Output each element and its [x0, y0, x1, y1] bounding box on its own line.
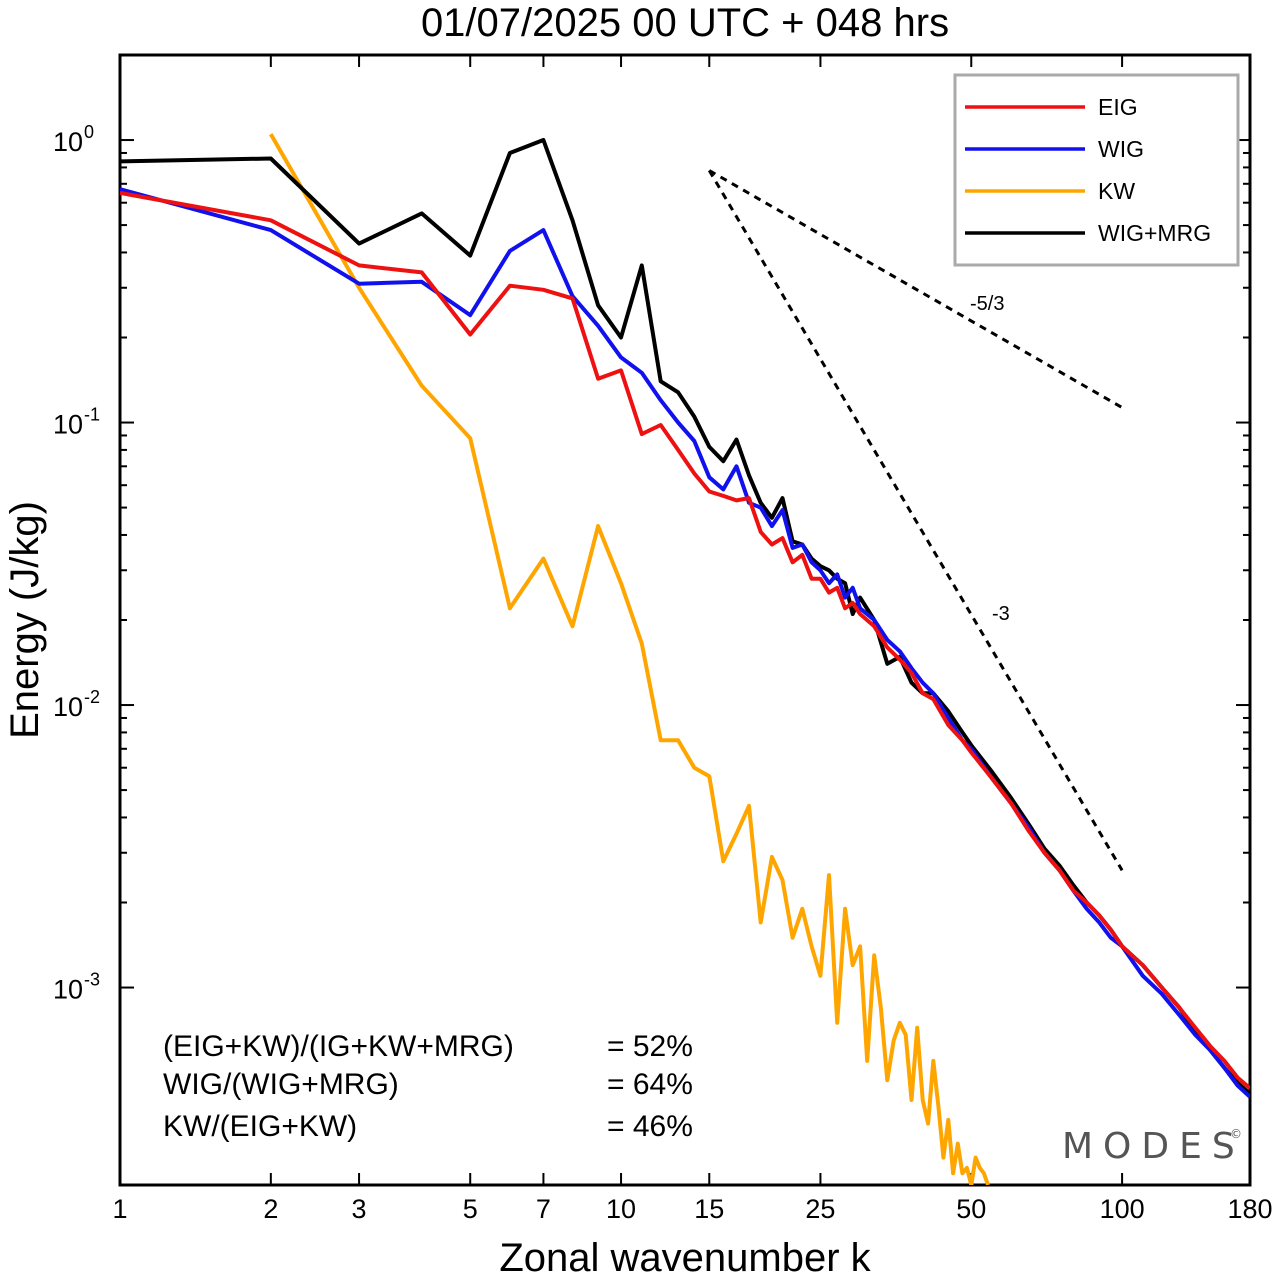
x-axis-title: Zonal wavenumber k: [499, 1236, 871, 1280]
legend-label-eig: EIG: [1098, 94, 1138, 120]
y-tick-base: 10: [53, 692, 83, 722]
copyright-mark: ©: [1230, 1127, 1242, 1141]
ratio-annotations: (EIG+KW)/(IG+KW+MRG) = 52% WIG/(WIG+MRG)…: [163, 1030, 693, 1143]
ratio-label-kw: KW/(EIG+KW): [163, 1110, 357, 1143]
y-tick-exponent: 0: [84, 122, 94, 142]
x-tick-label: 100: [1100, 1194, 1145, 1224]
y-tick-exponent: -2: [84, 687, 100, 707]
y-tick-label: 10 -1: [53, 405, 100, 440]
ratio-value-kw: = 46%: [607, 1110, 693, 1143]
series-line-eig: [120, 190, 1250, 1090]
modes-watermark: MODES: [1062, 1126, 1245, 1167]
series-line-wig: [120, 187, 1250, 1099]
legend: EIG WIG KW WIG+MRG: [953, 73, 1240, 267]
x-tick-label: 10: [606, 1194, 636, 1224]
axis-ticks: [119, 54, 1251, 1185]
y-axis-title: Energy (J/kg): [3, 501, 47, 739]
ratio-value-eig-kw: = 52%: [607, 1030, 693, 1063]
x-tick-label: 50: [956, 1194, 986, 1224]
ratio-label-eig-kw: (EIG+KW)/(IG+KW+MRG): [163, 1030, 514, 1063]
x-tick-label: 7: [536, 1194, 551, 1224]
x-tick-label: 3: [352, 1194, 367, 1224]
series-lines: [120, 133, 1250, 1185]
x-tick-label: 25: [805, 1194, 835, 1224]
legend-label-wig: WIG: [1098, 136, 1144, 162]
y-tick-exponent: -1: [84, 405, 100, 425]
y-tick-label: 10 -3: [53, 970, 100, 1005]
x-tick-label: 15: [694, 1194, 724, 1224]
x-tick-label: 2: [263, 1194, 278, 1224]
ratio-label-wig: WIG/(WIG+MRG): [163, 1068, 399, 1101]
y-tick-base: 10: [53, 975, 83, 1005]
slope-label-minus-5-3: -5/3: [970, 293, 1004, 315]
x-tick-label: 180: [1227, 1194, 1272, 1224]
y-tick-base: 10: [53, 127, 83, 157]
ratio-value-wig: = 64%: [607, 1068, 693, 1101]
x-tick-labels: 1 2 3 5 7 10 15 25 50 100 180: [112, 1194, 1272, 1224]
legend-label-kw: KW: [1098, 178, 1135, 204]
chart-title: 01/07/2025 00 UTC + 048 hrs: [421, 1, 949, 45]
y-tick-label: 10 -2: [53, 687, 100, 722]
legend-label-wig-mrg: WIG+MRG: [1098, 220, 1211, 246]
reference-slope-lines: [707, 169, 1124, 872]
x-tick-label: 1: [112, 1194, 127, 1224]
y-tick-base: 10: [53, 410, 83, 440]
x-tick-label: 5: [463, 1194, 478, 1224]
slope-line-minus-5-3: [708, 169, 1123, 409]
slope-line-minus-3: [707, 169, 1124, 872]
y-tick-exponent: -3: [84, 970, 100, 990]
y-tick-label: 10 0: [53, 122, 94, 157]
slope-label-minus-3: -3: [992, 603, 1010, 625]
series-line-kw: [269, 133, 990, 1185]
